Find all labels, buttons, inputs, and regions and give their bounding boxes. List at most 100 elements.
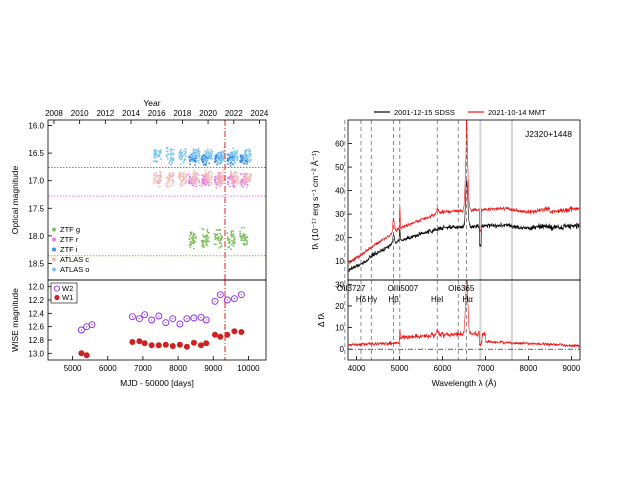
difference-line-markers — [344, 280, 468, 360]
wise-point-center — [80, 329, 82, 331]
optical-point — [170, 159, 173, 161]
x-tick-label: 8000 — [169, 364, 187, 373]
optical-point — [250, 173, 252, 175]
optical-point — [198, 154, 201, 157]
optical-point — [233, 187, 236, 189]
optical-point — [191, 179, 194, 181]
optical-point — [216, 163, 219, 166]
optical-point — [154, 157, 157, 159]
optical-point — [236, 155, 239, 158]
y-tick-label: 0 — [340, 345, 345, 354]
optical-point — [223, 159, 225, 162]
optical-point — [157, 176, 160, 179]
optical-point — [220, 152, 223, 155]
difference-x-ticks: 4000 5000 6000 7000 8000 9000 — [348, 356, 581, 373]
legend-marker — [52, 267, 56, 272]
optical-point — [208, 182, 211, 184]
optical-point — [170, 152, 173, 155]
optical-point — [240, 173, 243, 176]
optical-point — [167, 180, 170, 183]
wise-point — [231, 328, 238, 335]
emission-line-label: Hβ — [388, 295, 399, 304]
optical-point — [201, 243, 204, 246]
optical-point — [189, 181, 192, 184]
optical-point — [193, 170, 196, 172]
legend-label: ATLAS o — [60, 265, 89, 274]
optical-point — [241, 181, 244, 183]
optical-point — [160, 174, 162, 177]
emission-line-label: OIII5007 — [388, 284, 419, 293]
wise-points — [77, 291, 245, 359]
optical-point — [172, 183, 174, 185]
optical-point — [159, 176, 162, 179]
optical-point — [169, 179, 172, 182]
optical-point — [167, 178, 170, 181]
wise-point — [202, 316, 210, 324]
optical-ylabel: Optical magnitude — [10, 165, 20, 234]
wise-point — [238, 329, 245, 335]
optical-point — [240, 235, 243, 238]
y-tick-label: 10 — [335, 257, 344, 266]
optical-point — [231, 175, 233, 178]
optical-point — [153, 154, 156, 157]
optical-point — [194, 175, 197, 177]
optical-point — [191, 237, 194, 240]
optical-point — [172, 153, 175, 156]
optical-point — [180, 158, 183, 161]
optical-point — [245, 178, 248, 181]
year-tick-label: 2012 — [96, 109, 114, 118]
optical-point — [190, 233, 193, 236]
optical-point — [156, 175, 159, 177]
optical-point — [220, 238, 223, 241]
optical-point — [166, 156, 168, 159]
optical-point — [213, 243, 216, 246]
wise-point-center — [151, 319, 153, 321]
optical-point — [201, 227, 204, 230]
legend-label: 2001-12-15 SDSS — [394, 108, 455, 117]
optical-point — [242, 162, 245, 165]
optical-point — [206, 244, 208, 247]
optical-point — [217, 153, 220, 156]
y-tick-label: 18.5 — [28, 259, 44, 268]
telluric-band — [479, 120, 482, 280]
optical-point — [196, 155, 199, 158]
optical-point — [213, 179, 216, 182]
optical-point — [202, 241, 205, 244]
spectrum-sdss — [348, 180, 580, 273]
optical-point — [184, 150, 187, 153]
optical-point — [217, 179, 220, 182]
optical-point — [210, 149, 213, 151]
wise-ylabel: WISE magnitude — [10, 288, 20, 352]
optical-point — [201, 179, 204, 182]
optical-point — [208, 151, 210, 154]
optical-point — [166, 150, 169, 153]
legend-label: W2 — [62, 284, 73, 293]
optical-point — [213, 176, 216, 179]
optical-point — [202, 246, 205, 249]
optical-point — [234, 172, 237, 175]
optical-point — [165, 176, 168, 179]
optical-point — [205, 173, 208, 175]
y-tick-label: 12.2 — [28, 296, 44, 305]
optical-point — [204, 163, 206, 166]
optical-point — [194, 149, 197, 151]
wise-point-center — [240, 294, 242, 296]
optical-point — [206, 160, 209, 162]
optical-point — [231, 239, 233, 242]
optical-point — [239, 161, 242, 164]
optical-point — [242, 176, 245, 179]
optical-point — [188, 237, 191, 240]
optical-point — [192, 148, 195, 151]
optical-point — [201, 183, 204, 185]
difference-spectrum — [348, 279, 580, 349]
optical-point — [208, 171, 210, 174]
optical-point — [201, 160, 204, 163]
optical-point — [240, 159, 242, 162]
optical-point — [246, 163, 249, 166]
optical-point — [229, 164, 232, 167]
optical-point — [211, 152, 214, 154]
optical-point — [219, 160, 222, 163]
optical-point — [246, 236, 249, 239]
optical-point — [184, 147, 187, 150]
optical-point — [250, 174, 252, 177]
